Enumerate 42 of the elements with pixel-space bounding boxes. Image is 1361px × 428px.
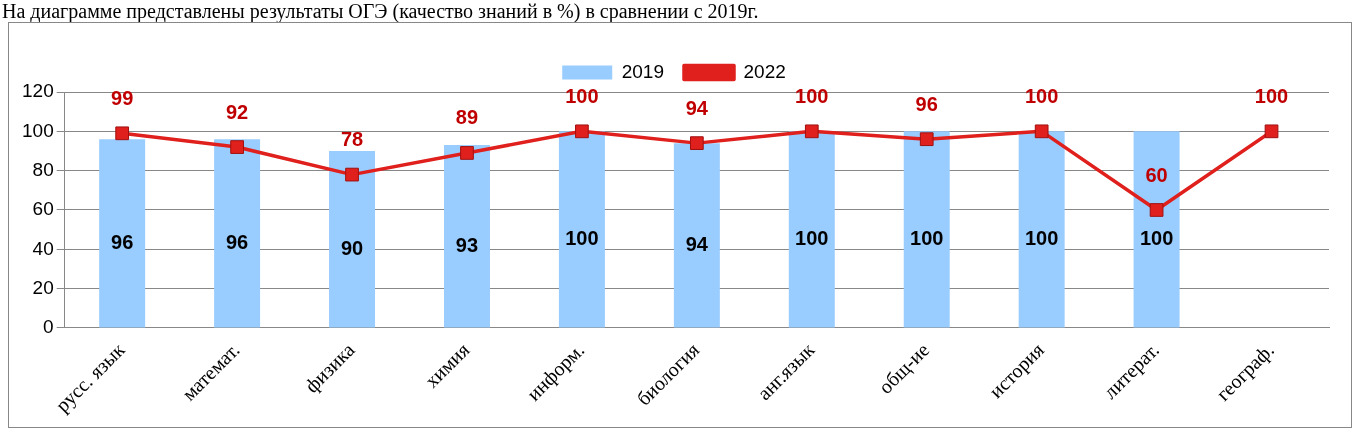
point: [1034, 124, 1049, 139]
point: [1149, 203, 1164, 217]
point: [345, 167, 359, 182]
data-label: 92: [225, 100, 249, 123]
point: [460, 146, 474, 160]
data-label: 93: [455, 234, 479, 257]
y-tick-label: 120: [22, 80, 54, 102]
point: [689, 136, 704, 150]
data-label: 89: [455, 106, 479, 129]
point: [575, 124, 589, 139]
y-tick-label: 80: [32, 158, 54, 180]
point: [919, 132, 934, 147]
point: [804, 124, 819, 139]
data-label: 96: [111, 231, 134, 254]
data-label: 100: [795, 84, 829, 107]
data-label: 100: [1139, 227, 1174, 250]
data-label: 100: [795, 227, 829, 250]
y-tick-label: 40: [32, 237, 54, 259]
y-tick-label: 0: [43, 316, 54, 338]
data-label: 100: [565, 84, 599, 107]
data-label: 100: [1024, 84, 1059, 107]
y-tick-label: 20: [32, 276, 54, 298]
data-label: 96: [915, 92, 938, 115]
legend-label: 2022: [743, 60, 786, 82]
chart-title: На диаграмме представлены результаты ОГЭ (качество знаний в %) в сравнении с 2019г.: [1, 0, 760, 22]
data-label: 100: [910, 227, 944, 250]
y-tick-label: 60: [32, 198, 54, 220]
data-label: 100: [1024, 227, 1059, 250]
data-label: 60: [1145, 163, 1168, 186]
point: [115, 126, 130, 141]
point: [1264, 124, 1279, 139]
data-label: 100: [565, 227, 599, 250]
point: [230, 140, 244, 154]
data-label: 100: [1254, 84, 1289, 107]
data-label: 99: [111, 86, 134, 109]
data-label: 96: [225, 231, 249, 254]
data-label: 94: [685, 96, 709, 119]
legend-label: 2019: [621, 60, 665, 82]
data-label: 78: [340, 128, 364, 151]
y-tick-label: 100: [22, 119, 54, 141]
data-label: 90: [340, 237, 364, 260]
data-label: 94: [685, 233, 709, 256]
